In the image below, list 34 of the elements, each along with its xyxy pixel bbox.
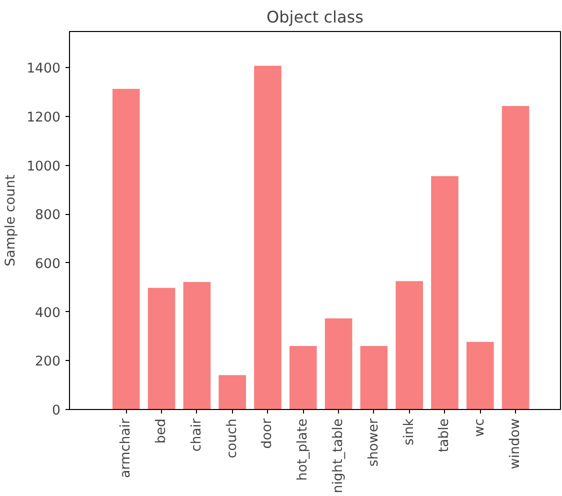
x-tick-label: door bbox=[260, 418, 276, 449]
bar bbox=[182, 281, 212, 410]
x-tick-label: sink bbox=[402, 418, 417, 446]
y-tick-label: 800 bbox=[35, 208, 61, 224]
bar bbox=[430, 175, 460, 410]
y-tick-label: 200 bbox=[35, 354, 61, 370]
bar bbox=[111, 88, 141, 410]
x-tick-label: shower bbox=[366, 418, 382, 467]
x-tick-label: couch bbox=[224, 418, 240, 458]
bar bbox=[394, 280, 424, 410]
x-tick-label: hot_plate bbox=[296, 418, 311, 481]
y-tick-label: 600 bbox=[35, 256, 61, 272]
x-tick-label: night_table bbox=[331, 418, 346, 494]
bar bbox=[253, 64, 282, 410]
y-axis-title: Sample count bbox=[4, 174, 19, 266]
bar bbox=[288, 345, 318, 410]
x-tick-label: window bbox=[508, 418, 524, 470]
bar bbox=[218, 374, 247, 410]
x-tick-label: chair bbox=[189, 418, 204, 452]
bar bbox=[500, 104, 530, 410]
y-tick-label: 1400 bbox=[26, 62, 61, 77]
bar bbox=[465, 340, 495, 410]
chart-title: Object class bbox=[266, 8, 364, 26]
bar bbox=[146, 286, 176, 410]
bar bbox=[324, 317, 354, 410]
bar bbox=[359, 345, 389, 410]
y-tick-label: 1000 bbox=[26, 159, 61, 174]
y-tick-label: 400 bbox=[35, 306, 61, 321]
y-tick-label: 1200 bbox=[26, 110, 61, 126]
x-tick-label: bed bbox=[154, 418, 170, 444]
y-tick-label: 0 bbox=[52, 404, 61, 418]
x-tick-label: wc bbox=[472, 418, 488, 437]
x-tick-label: armchair bbox=[118, 418, 134, 478]
x-tick-label: table bbox=[437, 418, 452, 452]
